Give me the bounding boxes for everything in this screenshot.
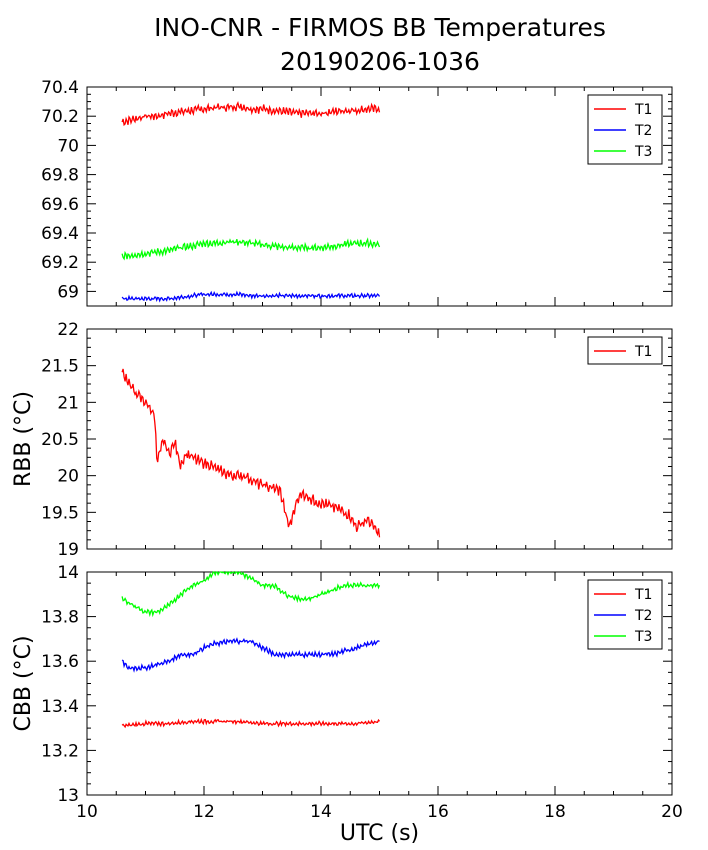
y-tick-label: 14 (57, 563, 79, 583)
legend-label: T1 (634, 102, 652, 118)
series-line-t1 (121, 101, 381, 127)
legend-label: T1 (634, 587, 652, 603)
series-line-t3 (121, 571, 381, 618)
y-tick-label: 13.8 (41, 608, 79, 628)
y-tick-label: 69.2 (41, 253, 79, 273)
x-tick-label: 20 (661, 802, 683, 822)
chart-panel-2: 22 21.5 21 20.5 20 19.5 19 RBB (°C) T1 (11, 320, 673, 560)
legend-label: T1 (634, 344, 652, 360)
legend-label: T2 (634, 608, 652, 624)
x-tick-label: 18 (544, 802, 566, 822)
y-tick-label: 13.4 (41, 697, 79, 717)
legend-label: T3 (634, 629, 652, 645)
legend-label: T3 (634, 144, 652, 160)
series-line-t2 (121, 290, 381, 303)
plot-frame (86, 328, 673, 550)
series-line-t2 (121, 637, 380, 673)
x-tick-label: 14 (310, 802, 332, 822)
x-axis-label: UTC (s) (340, 821, 419, 846)
y-tick-label: 69.6 (41, 195, 79, 215)
y-tick-label: 21.5 (41, 357, 79, 377)
y-tick-label: 70 (57, 136, 79, 156)
y-tick-label: 70.4 (41, 78, 79, 98)
plot-frame (86, 86, 673, 307)
series-line-t1 (121, 717, 380, 729)
plot-frame (86, 571, 673, 796)
y-tick-label: 19 (57, 540, 79, 560)
x-tick-label: 16 (427, 802, 449, 822)
y-tick-label: 70.2 (41, 107, 79, 127)
y-tick-label: 69.8 (41, 166, 79, 186)
x-tick-label: 12 (193, 802, 215, 822)
y-tick-label: 69.4 (41, 224, 79, 244)
x-tick-label: 10 (76, 802, 98, 822)
chart-panel-3: 14 13.8 13.6 13.4 13.2 13 CBB (°C) 10 12 14 16 18 20… (11, 563, 683, 846)
y-tick-label: 22 (57, 320, 79, 340)
chart-panel-1: 70.4 70.2 70 69.8 69.6 69.4 69.2 69 T1 T2 T3 (41, 78, 673, 307)
y-tick-label: 21 (57, 393, 79, 413)
y-axis-label: CBB (°C) (11, 635, 36, 731)
y-tick-label: 69 (57, 282, 79, 302)
y-tick-label: 13.6 (41, 652, 79, 672)
y-tick-label: 19.5 (41, 503, 79, 523)
y-tick-label: 20.5 (41, 430, 79, 450)
legend-label: T2 (634, 123, 652, 139)
figure-title-line2: 20190206-1036 (280, 47, 480, 76)
y-tick-label: 13 (57, 786, 79, 806)
series-line-t3 (121, 237, 381, 261)
y-tick-label: 20 (57, 467, 79, 487)
series-line-t1 (121, 368, 381, 538)
y-axis-label: RBB (°C) (11, 391, 36, 487)
y-tick-label: 13.2 (41, 741, 79, 761)
figure-title-line1: INO-CNR - FIRMOS BB Temperatures (154, 13, 606, 42)
